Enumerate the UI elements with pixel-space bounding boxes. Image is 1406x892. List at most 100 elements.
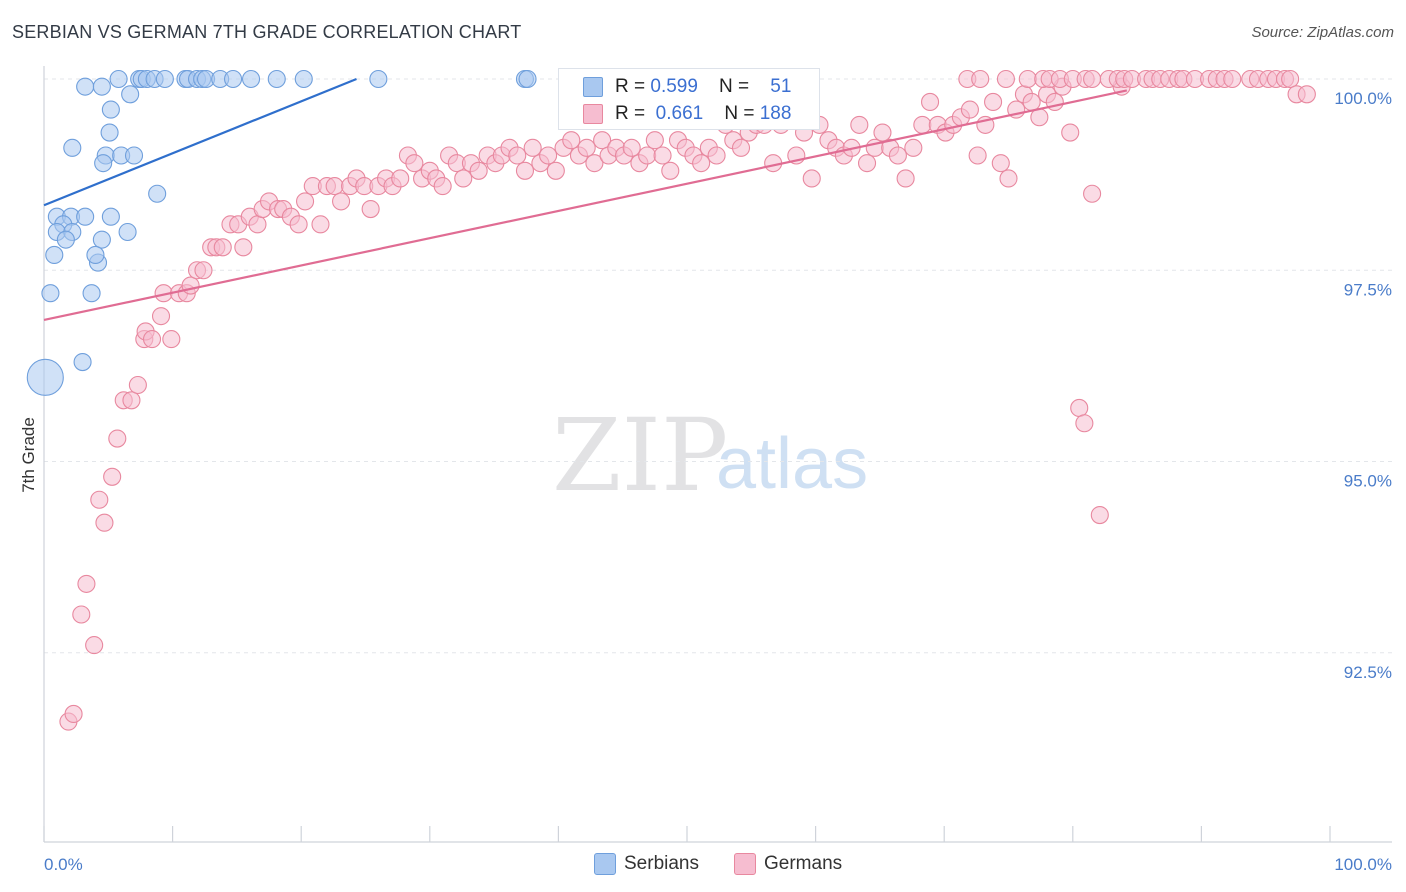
x-tick-label-right: 100.0% [1334,855,1392,874]
serbians-trend-line [43,77,357,207]
source-label: Source: ZipAtlas.com [1251,24,1394,41]
germans-point-1 [64,704,83,724]
gridlines [44,78,1392,654]
germans-point-14 [142,330,162,349]
serbians-point-43 [41,284,60,303]
germans-point-139 [1075,414,1094,433]
legend-serbians-swatch [594,853,616,875]
watermark: ZIP atlas [552,397,868,514]
germans-point-75 [577,138,596,157]
serbians-point-18 [518,69,537,89]
y-tick-label-3: 92.5% [1344,663,1392,682]
serbians-point-16 [369,69,388,89]
serbians-point-15 [294,69,313,89]
germans-point-146 [1018,69,1037,89]
germans-point-83 [638,146,657,165]
germans-point-118 [913,115,932,134]
serbians-point-12 [223,69,243,89]
serbians-point-39 [92,230,111,249]
germans-point-4 [85,636,104,655]
germans-point-66 [508,146,527,165]
germans-point-37 [296,192,315,211]
germans-point-20 [181,276,200,295]
germans-point-145 [996,69,1015,89]
germans-point-42 [332,192,351,211]
serbians-point-14 [267,69,286,89]
serbians-swatch [583,77,603,97]
serbians-point-46 [26,358,64,396]
chart-title: SERBIAN VS GERMAN 7TH GRADE CORRELATION … [12,22,522,42]
germans-point-68 [523,138,542,157]
germans-point-84 [645,131,664,150]
serbians-point-45 [73,352,92,372]
germans-point-50 [391,169,410,188]
germans-point-167 [1223,69,1242,89]
y-tick-labels: 100.0% 97.5% 95.0% 92.5% [1334,89,1392,682]
germans-point-52 [405,154,424,173]
germans-point-141 [1090,505,1109,525]
germans-point-81 [622,138,641,157]
germans-point-119 [921,92,940,111]
serbians-point-28 [94,154,113,173]
germans-point-71 [546,161,565,180]
germans-point-86 [661,161,680,180]
serbians-stats: R = 0.599 N = 51 [615,76,792,97]
germans-point-22 [194,261,213,280]
germans-point-10 [122,391,141,410]
germans-point-138 [1070,398,1089,418]
germans-point-137 [1061,123,1080,142]
germans-point-111 [857,154,877,173]
serbians-point-44 [82,284,101,303]
germans-point-56 [433,177,452,196]
germans-point-11 [128,375,147,395]
germans-point-132 [1022,92,1041,111]
germans-point-128 [991,154,1010,173]
germans-point-115 [888,146,907,165]
y-tick-label-2: 95.0% [1344,472,1392,491]
germans-point-127 [984,92,1003,111]
germans-point-152 [1083,69,1102,89]
germans-point-8 [108,429,127,448]
germans-point-3 [77,574,96,593]
trend-lines [43,77,1128,322]
germans-point-36 [289,215,308,234]
germans-point-117 [904,138,923,157]
serbians-point-22 [101,100,120,119]
serbians-point-23 [100,123,119,142]
germans-point-116 [896,169,915,188]
germans-point-2 [72,605,91,624]
germans-point-6 [95,513,114,532]
germans-point-5 [90,490,109,509]
germans-point-39 [311,215,330,234]
serbians-point-19 [76,77,95,96]
legend-germans-label: Germans [764,853,843,874]
serbians-point-20 [92,77,111,96]
germans-point-113 [873,123,892,142]
x-tick-label-left: 0.0% [44,855,83,874]
germans-point-7 [103,467,122,486]
germans-point-61 [469,161,488,180]
serbians-point-37 [118,222,137,242]
germans-point-77 [593,131,612,150]
y-tick-label-0: 100.0% [1334,89,1392,108]
y-axis-title: 7th Grade [19,417,38,493]
germans-point-104 [802,169,821,188]
germans-point-95 [731,138,751,157]
germans-point-67 [515,161,535,180]
serbians-point-40 [45,245,64,264]
germans-point-92 [707,146,726,165]
serbians-point-42 [86,245,105,264]
germans-point-15 [151,307,171,326]
germans-point-30 [248,215,267,234]
germans-trend-line [43,89,1128,322]
germans-point-17 [162,330,181,349]
watermark-zip: ZIP [552,397,728,514]
germans-point-46 [361,200,380,219]
germans-point-28 [234,238,253,257]
legend-serbians-label: Serbians [624,853,699,874]
legend-germans-swatch [734,853,756,875]
germans-point-129 [999,169,1018,188]
germans-point-140 [1083,184,1102,203]
germans-point-73 [562,131,581,150]
